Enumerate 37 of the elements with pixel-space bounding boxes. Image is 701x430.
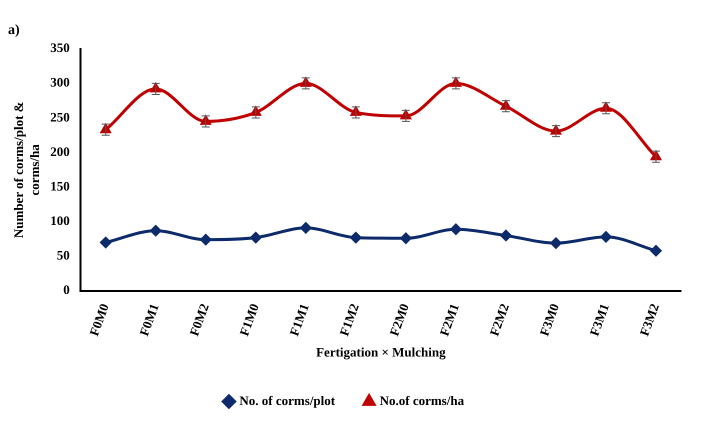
point <box>200 234 212 246</box>
y-tick-label: 0 <box>63 282 70 298</box>
x-tick-label: F0M2 <box>186 302 212 338</box>
y-tick-label: 100 <box>50 213 70 228</box>
y-tick-label: 200 <box>50 144 70 159</box>
legend-label: No. of corms/plot <box>239 392 336 408</box>
x-tick-label: F2M0 <box>386 302 412 338</box>
x-tick-label: F2M1 <box>436 302 462 338</box>
point <box>350 232 362 244</box>
x-tick-label: F3M1 <box>586 302 612 338</box>
x-tick-label: F3M0 <box>536 302 562 338</box>
x-axis-title: Fertigation × Mulching <box>316 344 446 360</box>
x-tick-label: F1M1 <box>286 302 312 338</box>
legend-label: No.of corms/ha <box>380 392 465 408</box>
point <box>150 225 162 236</box>
y-tick-label: 350 <box>50 40 70 56</box>
point <box>600 231 612 242</box>
y-tick-label: 250 <box>50 109 70 124</box>
y-tick-label: 300 <box>50 74 70 90</box>
x-tick-label: F2M2 <box>486 302 512 338</box>
point <box>300 222 312 234</box>
point <box>100 236 112 248</box>
point <box>450 224 462 235</box>
x-tick-label: F0M0 <box>86 302 112 338</box>
y-axis-title: Number of corms/plot & corms/ha <box>11 101 42 238</box>
y-tick-label: 50 <box>56 248 70 263</box>
y-tick-label: 150 <box>50 178 70 194</box>
point <box>650 245 662 256</box>
point <box>550 238 562 249</box>
x-tick-label: F1M2 <box>336 302 362 338</box>
x-tick-label: F1M0 <box>236 302 262 338</box>
x-tick-label: F3M2 <box>636 302 662 338</box>
point <box>250 232 262 244</box>
point <box>500 230 512 242</box>
point <box>400 232 412 244</box>
chart-title: a) <box>8 23 20 38</box>
x-tick-label: F0M1 <box>136 302 162 338</box>
